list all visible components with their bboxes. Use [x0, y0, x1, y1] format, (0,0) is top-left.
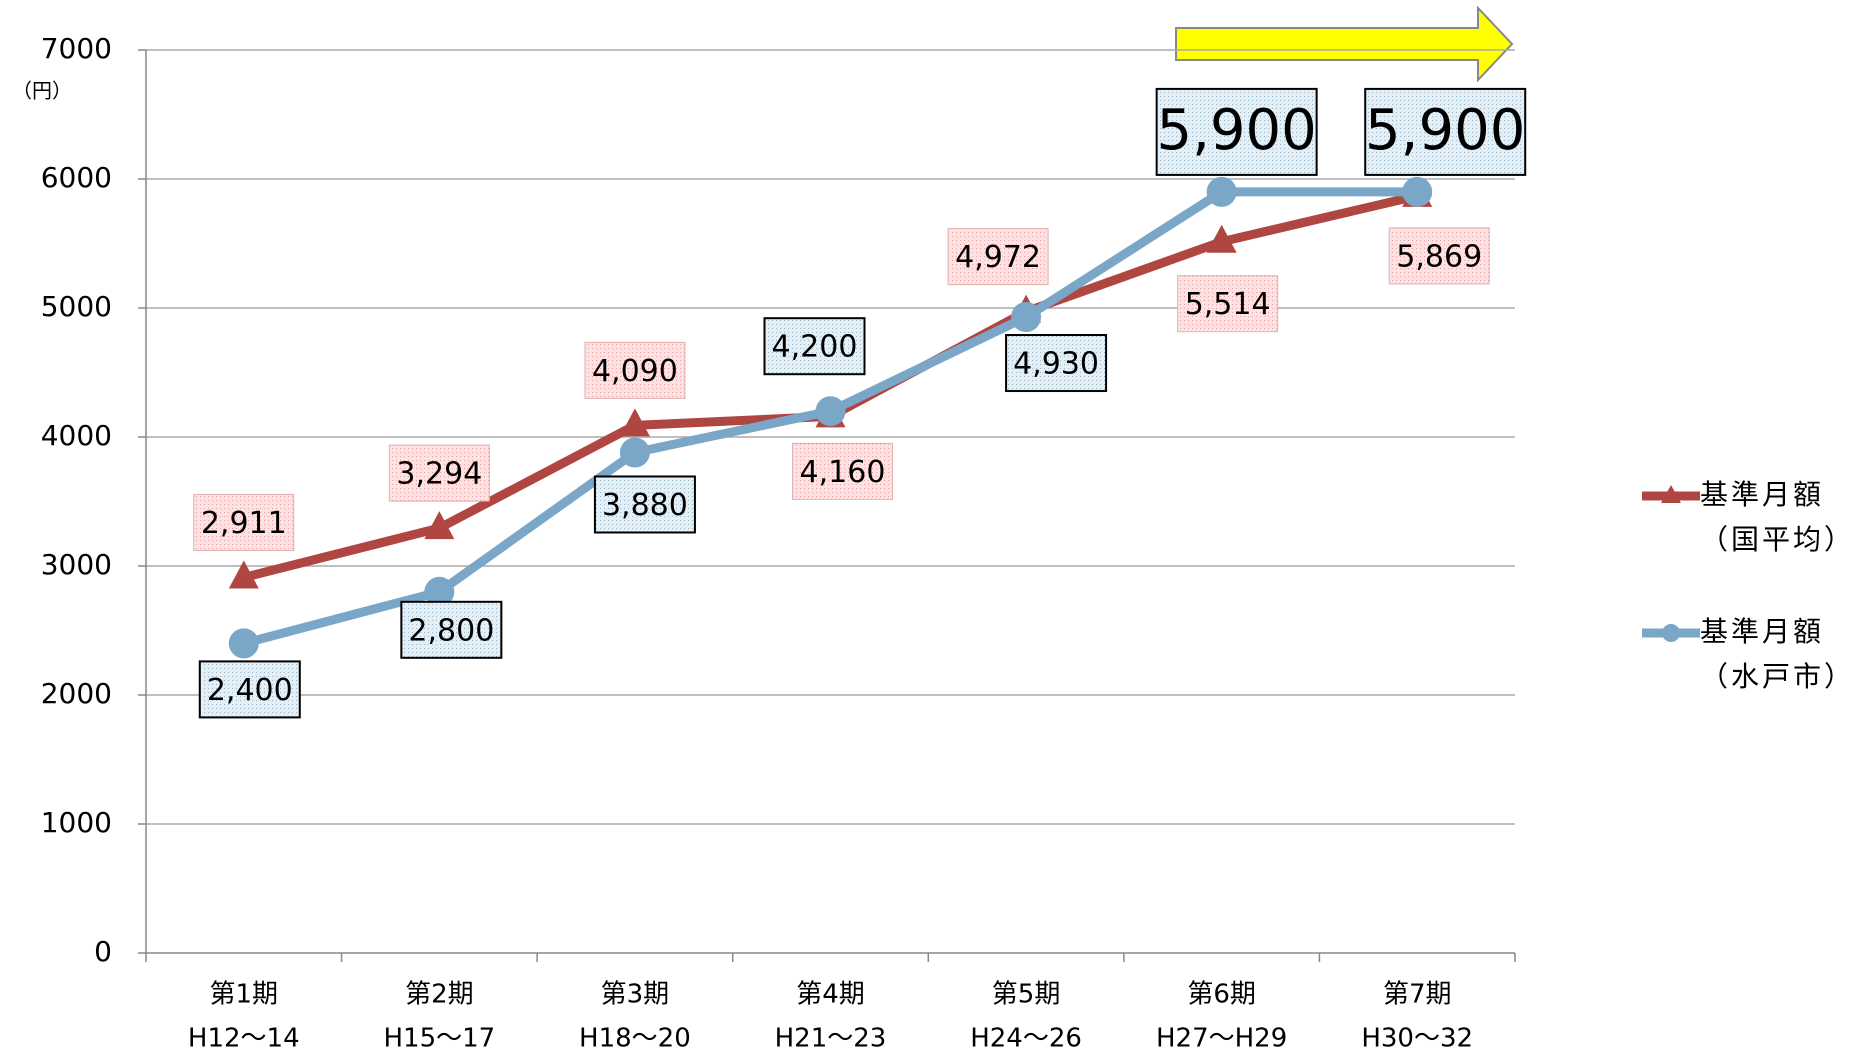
label-box: [593, 475, 696, 534]
label-box: [1364, 87, 1527, 176]
x-tick-label: H30～32: [1361, 1024, 1473, 1050]
label-box: [193, 493, 295, 551]
data-label: 2,400: [207, 673, 293, 708]
label-box: [1177, 275, 1279, 333]
marker: [1011, 302, 1042, 333]
label-box: [1155, 87, 1318, 176]
data-label: 4,160: [800, 455, 886, 490]
x-tick-label: H24～26: [970, 1024, 1082, 1050]
x-tick-label: 第3期: [601, 980, 670, 1010]
legend-label: 基準月額: [1700, 478, 1824, 511]
marker: [619, 437, 650, 468]
x-tick-label: 第2期: [405, 980, 474, 1010]
x-tick-label: 第6期: [1187, 980, 1256, 1010]
data-label: 4,200: [772, 330, 858, 365]
label-box: [198, 660, 301, 719]
data-label: 5,900: [1156, 98, 1316, 163]
y-tick-label: 4000: [41, 419, 112, 452]
y-tick-label: 1000: [41, 806, 112, 839]
legend-label: （水戸市）: [1700, 660, 1855, 693]
y-tick-label: 0: [94, 935, 112, 968]
x-tick-label: H15～17: [383, 1024, 495, 1050]
x-tick-label: 第7期: [1383, 980, 1452, 1010]
data-label: 4,090: [592, 354, 678, 389]
label-box: [388, 444, 490, 502]
x-tick-label: H27～H29: [1156, 1024, 1287, 1050]
legend-marker: [1661, 485, 1681, 503]
x-tick-label: 第5期: [992, 980, 1061, 1010]
label-box: [947, 228, 1049, 286]
marker: [424, 576, 455, 607]
label-box: [400, 600, 503, 659]
marker: [815, 396, 846, 427]
label-box: [1388, 227, 1490, 285]
legend-label: （国平均）: [1700, 523, 1855, 556]
x-tick-label: 第4期: [796, 980, 865, 1010]
data-label: 3,880: [602, 488, 688, 523]
x-tick-label: H18～20: [579, 1024, 691, 1050]
label-box: [584, 341, 686, 399]
label-box: [1005, 334, 1108, 393]
x-tick-label: H12～14: [188, 1024, 300, 1050]
legend-marker: [1662, 624, 1680, 642]
marker: [619, 408, 650, 437]
series-line: [242, 191, 1419, 582]
marker: [228, 628, 259, 659]
legend-label: 基準月額: [1700, 615, 1824, 648]
data-label: 2,911: [201, 506, 287, 541]
label-box: [763, 317, 866, 376]
data-label: 5,869: [1396, 239, 1482, 274]
data-label: 4,972: [955, 240, 1041, 275]
data-label: 2,800: [408, 613, 494, 648]
data-label: 4,930: [1013, 347, 1099, 382]
marker: [1206, 224, 1237, 253]
x-tick-label: H21～23: [775, 1024, 887, 1050]
y-tick-label: 2000: [41, 677, 112, 710]
data-label: 5,900: [1365, 98, 1525, 163]
y-unit: （円）: [12, 79, 72, 103]
marker: [228, 560, 259, 589]
data-label: 5,514: [1185, 287, 1271, 322]
label-box: [792, 442, 893, 500]
marker: [424, 511, 455, 540]
x-tick-label: 第1期: [210, 980, 279, 1010]
marker: [1402, 176, 1433, 207]
data-label: 3,294: [396, 457, 482, 492]
y-tick-label: 3000: [41, 548, 112, 581]
y-tick-label: 7000: [41, 32, 112, 65]
marker: [1206, 176, 1237, 207]
y-tick-label: 6000: [41, 161, 112, 194]
y-tick-label: 5000: [41, 290, 112, 323]
arrow: [1175, 5, 1514, 83]
